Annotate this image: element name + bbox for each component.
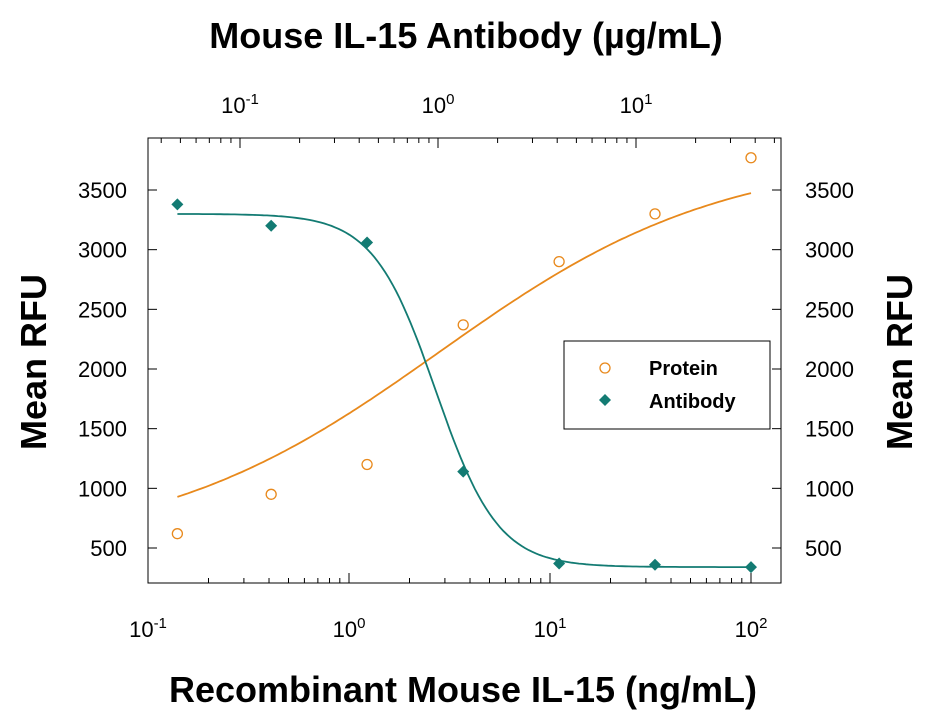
x-tick-label: 10-1 — [129, 615, 167, 642]
top-x-tick-label: 10-1 — [221, 91, 259, 118]
protein-point — [171, 528, 184, 540]
axes: 500 500 1000 1000 1500 1500 2000 2000 2500 2500 30… — [78, 91, 854, 642]
legend: Protein Antibody — [563, 340, 771, 430]
y2-tick-label: 1500 — [805, 417, 854, 442]
legend-protein-label: Protein — [649, 358, 718, 380]
y2-tick-label: 3500 — [805, 178, 854, 203]
top-x-tick-label: 100 — [422, 91, 455, 118]
x-tick-label: 102 — [735, 615, 768, 642]
y-tick-label: 2000 — [78, 357, 127, 382]
protein-point — [649, 208, 661, 220]
antibody-point — [553, 557, 566, 570]
y2-tick-label: 3000 — [805, 238, 854, 263]
y2-axis-label: Mean RFU — [879, 274, 920, 450]
antibody-point — [265, 219, 278, 232]
legend-antibody-marker — [599, 394, 611, 406]
y-axis-label: Mean RFU — [13, 274, 54, 450]
y2-tick-label: 500 — [805, 536, 842, 561]
y2-tick-label: 2500 — [805, 297, 854, 322]
antibody-point — [457, 465, 470, 478]
legend-box — [563, 340, 771, 430]
protein-point — [457, 319, 469, 331]
protein-point — [745, 152, 757, 164]
y-tick-label: 3500 — [78, 178, 127, 203]
y2-tick-label: 2000 — [805, 357, 854, 382]
y-tick-label: 2500 — [78, 297, 127, 322]
x-tick-label: 101 — [534, 615, 567, 642]
legend-antibody-label: Antibody — [649, 391, 737, 413]
top-x-tick-label: 101 — [620, 91, 653, 118]
y-tick-label: 3000 — [78, 238, 127, 263]
y2-tick-label: 1000 — [805, 476, 854, 501]
y-tick-label: 1000 — [78, 476, 127, 501]
protein-point — [265, 488, 277, 500]
antibody-point — [745, 561, 757, 574]
y-tick-label: 500 — [90, 536, 127, 561]
data-points — [171, 152, 757, 574]
protein-point — [553, 255, 565, 268]
legend-protein-marker — [599, 362, 611, 374]
chart-title: Mouse IL-15 Antibody (µg/mL) — [209, 15, 722, 56]
antibody-point — [649, 558, 662, 571]
antibody-point — [171, 198, 184, 211]
x-tick-label: 100 — [333, 615, 366, 642]
fit-curve-protein — [177, 192, 752, 498]
y-tick-label: 1500 — [78, 417, 127, 442]
antibody-point — [361, 236, 374, 249]
protein-point — [361, 458, 373, 471]
plot-frame — [147, 137, 782, 584]
x-axis-label: Recombinant Mouse IL-15 (ng/mL) — [169, 669, 757, 710]
